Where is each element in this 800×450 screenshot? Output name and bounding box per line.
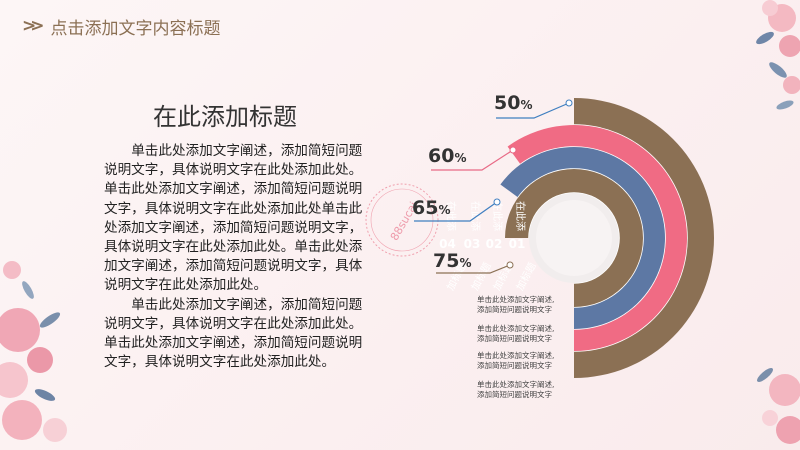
leader-dot [506,261,514,269]
chart-note: 单击此处添加文字阐述, 添加简短问题说明文字 [477,324,587,344]
chart-note-line: 添加简短问题说明文字 [477,305,552,314]
band-label: 在此添 [514,201,527,231]
leader-line [436,264,511,274]
band-label: 在此添 [491,201,504,231]
content-heading: 在此添加标题 [153,103,297,131]
band-label: 在此添 [445,201,458,231]
floral-decoration-bottom-right [757,368,800,444]
percentage-unit: % [459,256,472,270]
chart-note: 单击此处添加文字阐述, 添加简短问题说明文字 [477,380,587,400]
band-number: 04 [439,237,456,251]
band-label: 在此添 [469,201,482,231]
percentage-label: 65% [412,197,450,219]
chart-note: 单击此处添加文字阐述, 添加简短问题说明文字 [477,295,587,315]
band-sublabel: 加标题 [514,261,539,293]
percentage-value: 65 [412,197,439,219]
percentage-unit: % [438,203,451,217]
leader-dot [493,198,501,206]
floral-decoration-bottom-left [0,261,67,442]
radial-bar-04 [574,98,714,378]
chart-note-line: 单击此处添加文字阐述, [477,295,555,304]
percentage-value: 75 [433,250,460,272]
leader-line [414,201,498,222]
content-paragraph: 单击此处添加文字阐述，添加简短问题说明文字，具体说明文字在此处添加此处。单击此处… [104,143,363,294]
content-body: 单击此处添加文字阐述，添加简短问题说明文字，具体说明文字在此处添加此处。单击此处… [104,142,367,372]
percentage-unit: % [454,151,467,165]
percentage-label: 50% [494,92,532,114]
slide-title: 点击添加文字内容标题 [50,18,221,39]
leader-dot [509,146,517,154]
chart-note: 单击此处添加文字阐述, 添加简短问题说明文字 [477,351,587,371]
chart-note-line: 添加简短问题说明文字 [477,334,552,343]
chart-note-line: 单击此处添加文字阐述, [477,351,555,360]
leader-line [431,149,514,171]
radial-bar-03 [507,125,688,351]
chart-note-line: 单击此处添加文字阐述, [477,380,555,389]
radial-bar-01 [505,169,643,307]
percentage-value: 50 [494,92,521,114]
chart-note-line: 单击此处添加文字阐述, [477,324,555,333]
band-sublabel: 加标题 [469,261,494,293]
percentage-label: 60% [428,145,466,167]
band-number: 02 [486,237,503,251]
slide-header: >> 点击添加文字内容标题 [22,13,221,39]
leader-dot [565,99,573,107]
floral-decoration-top-right [756,0,800,110]
percentage-label: 75% [433,250,471,272]
chart-note-line: 添加简短问题说明文字 [477,361,552,370]
band-number: 03 [464,237,481,251]
band-number: 01 [509,237,526,251]
percentage-value: 60 [428,145,455,167]
center-disc-inner [536,200,612,276]
percentage-unit: % [520,98,533,112]
content-paragraph: 单击此处添加文字阐述，添加简短问题说明文字，具体说明文字在此处添加此处。单击此处… [104,296,363,371]
chart-note-line: 添加简短问题说明文字 [477,390,552,399]
leader-line [496,102,570,119]
